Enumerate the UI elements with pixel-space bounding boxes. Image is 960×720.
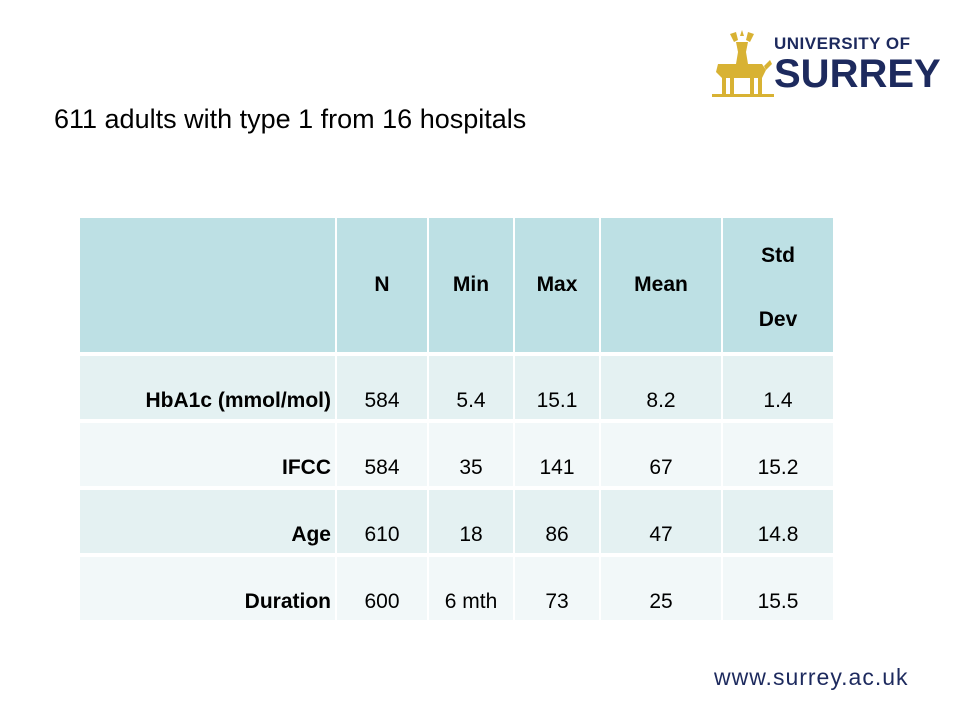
row-label: Age <box>80 486 337 555</box>
statistics-table: N Min Max Mean Std Dev HbA1c (mmol/mol) 5… <box>80 218 835 620</box>
table-row: Age 610 18 86 47 14.8 <box>80 486 835 555</box>
cell-min: 6 mth <box>428 553 515 620</box>
header-max: Max <box>514 218 601 354</box>
cell-max: 86 <box>514 486 601 555</box>
row-label: HbA1c (mmol/mol) <box>80 352 337 421</box>
cell-max: 15.1 <box>514 352 601 421</box>
cell-std-dev: 15.5 <box>722 553 835 620</box>
cell-std-dev: 15.2 <box>722 419 835 488</box>
cell-n: 584 <box>336 419 429 488</box>
cell-min: 18 <box>428 486 515 555</box>
row-label: Duration <box>80 553 337 620</box>
header-dev: Dev <box>758 308 798 331</box>
logo-line-1: UNIVERSITY OF <box>774 34 911 53</box>
logo-line-2: SURREY <box>774 52 941 96</box>
header-std-dev: Std Dev <box>722 218 835 354</box>
header-std: Std <box>761 244 795 267</box>
cell-mean: 25 <box>600 553 723 620</box>
cell-std-dev: 14.8 <box>722 486 835 555</box>
table-row: HbA1c (mmol/mol) 584 5.4 15.1 8.2 1.4 <box>80 352 835 421</box>
cell-min: 35 <box>428 419 515 488</box>
university-logo: UNIVERSITY OF SURREY <box>712 30 941 98</box>
cell-mean: 47 <box>600 486 723 555</box>
header-mean: Mean <box>600 218 723 354</box>
cell-n: 610 <box>336 486 429 555</box>
stag-icon <box>712 30 774 97</box>
cell-mean: 8.2 <box>600 352 723 421</box>
cell-max: 73 <box>514 553 601 620</box>
footer-url: www.surrey.ac.uk <box>714 664 909 690</box>
cell-max: 141 <box>514 419 601 488</box>
cell-n: 600 <box>336 553 429 620</box>
header-empty <box>80 218 337 354</box>
header-n: N <box>336 218 429 354</box>
header-min: Min <box>428 218 515 354</box>
slide-title: 611 adults with type 1 from 16 hospitals <box>54 104 527 134</box>
table-row: Duration 600 6 mth 73 25 15.5 <box>80 553 835 620</box>
cell-std-dev: 1.4 <box>722 352 835 421</box>
table-row: IFCC 584 35 141 67 15.2 <box>80 419 835 488</box>
cell-min: 5.4 <box>428 352 515 421</box>
cell-mean: 67 <box>600 419 723 488</box>
row-label: IFCC <box>80 419 337 488</box>
cell-n: 584 <box>336 352 429 421</box>
table-header-row: N Min Max Mean Std Dev <box>80 218 835 354</box>
